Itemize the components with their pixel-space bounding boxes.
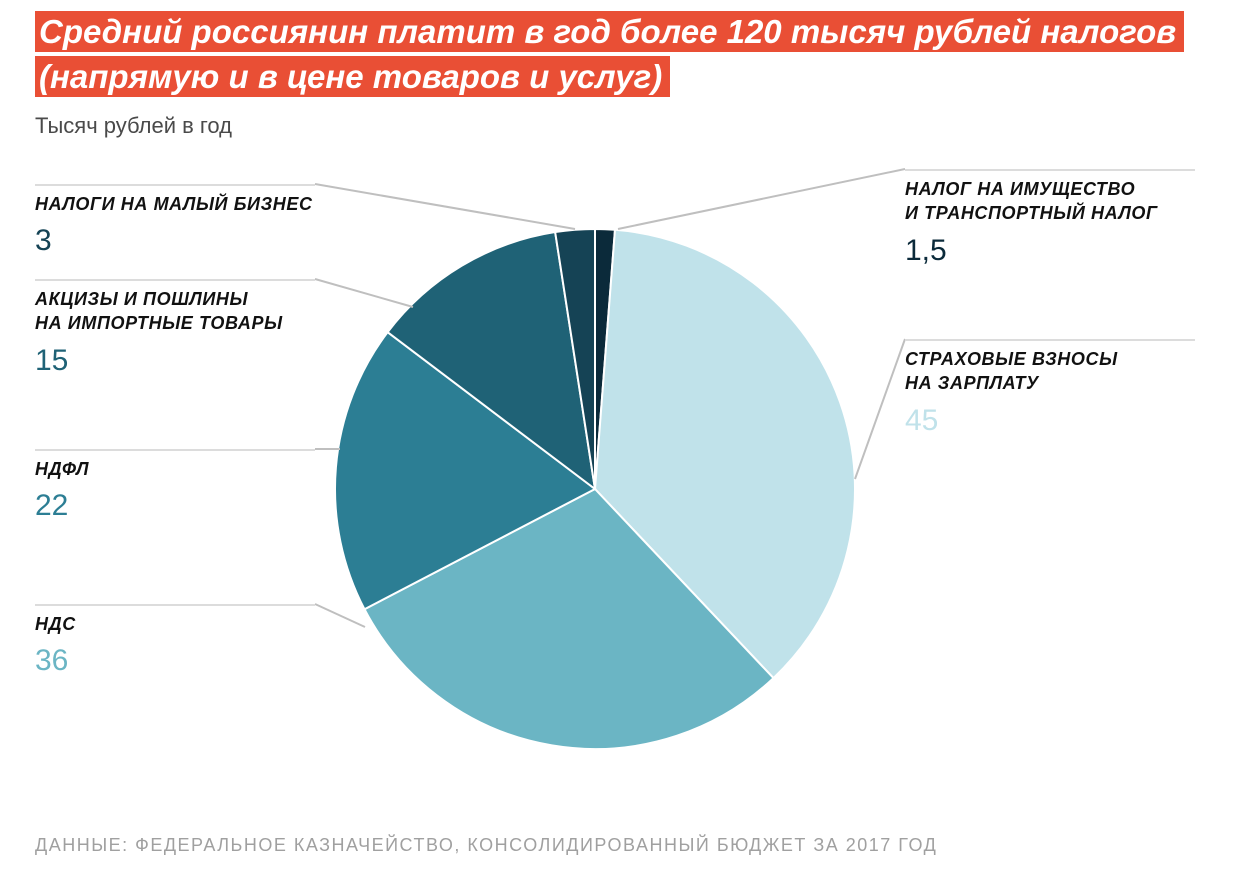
leader-small_biz [315,184,575,229]
leader-vat [315,604,365,627]
legend-label: НАЛОГИ НА МАЛЫЙ БИЗНЕС [35,192,315,216]
leader-insurance [855,339,905,479]
legend-value: 1,5 [905,234,1195,268]
chart-subtitle: Тысяч рублей в год [35,113,1206,139]
leader-excise [315,279,413,307]
legend-item-ndfl: НДФЛ 22 [35,449,315,523]
legend-value: 36 [35,644,315,678]
legend-label: АКЦИЗЫ И ПОШЛИНЫ НА ИМПОРТНЫЕ ТОВАРЫ [35,287,315,336]
pie-chart-area: НАЛОГ НА ИМУЩЕСТВО И ТРАНСПОРТНЫЙ НАЛОГ 1… [35,149,1206,789]
source-note: ДАННЫЕ: ФЕДЕРАЛЬНОЕ КАЗНАЧЕЙСТВО, КОНСОЛ… [35,835,937,856]
legend-value: 22 [35,489,315,523]
chart-title-wrap: Средний россиянин платит в год более 120… [35,10,1205,99]
legend-item-property_transport: НАЛОГ НА ИМУЩЕСТВО И ТРАНСПОРТНЫЙ НАЛОГ 1… [905,169,1195,268]
legend-value: 15 [35,344,315,378]
legend-item-excise: АКЦИЗЫ И ПОШЛИНЫ НА ИМПОРТНЫЕ ТОВАРЫ 15 [35,279,315,378]
legend-value: 45 [905,404,1195,438]
legend-label: НДС [35,612,315,636]
legend-label: НАЛОГ НА ИМУЩЕСТВО И ТРАНСПОРТНЫЙ НАЛОГ [905,177,1195,226]
legend-item-vat: НДС 36 [35,604,315,678]
chart-title: Средний россиянин платит в год более 120… [35,11,1184,97]
leader-property_transport [618,169,905,229]
legend-label: НДФЛ [35,457,315,481]
legend-value: 3 [35,224,315,258]
legend-item-insurance: СТРАХОВЫЕ ВЗНОСЫ НА ЗАРПЛАТУ 45 [905,339,1195,438]
legend-label: СТРАХОВЫЕ ВЗНОСЫ НА ЗАРПЛАТУ [905,347,1195,396]
legend-item-small_biz: НАЛОГИ НА МАЛЫЙ БИЗНЕС 3 [35,184,315,258]
